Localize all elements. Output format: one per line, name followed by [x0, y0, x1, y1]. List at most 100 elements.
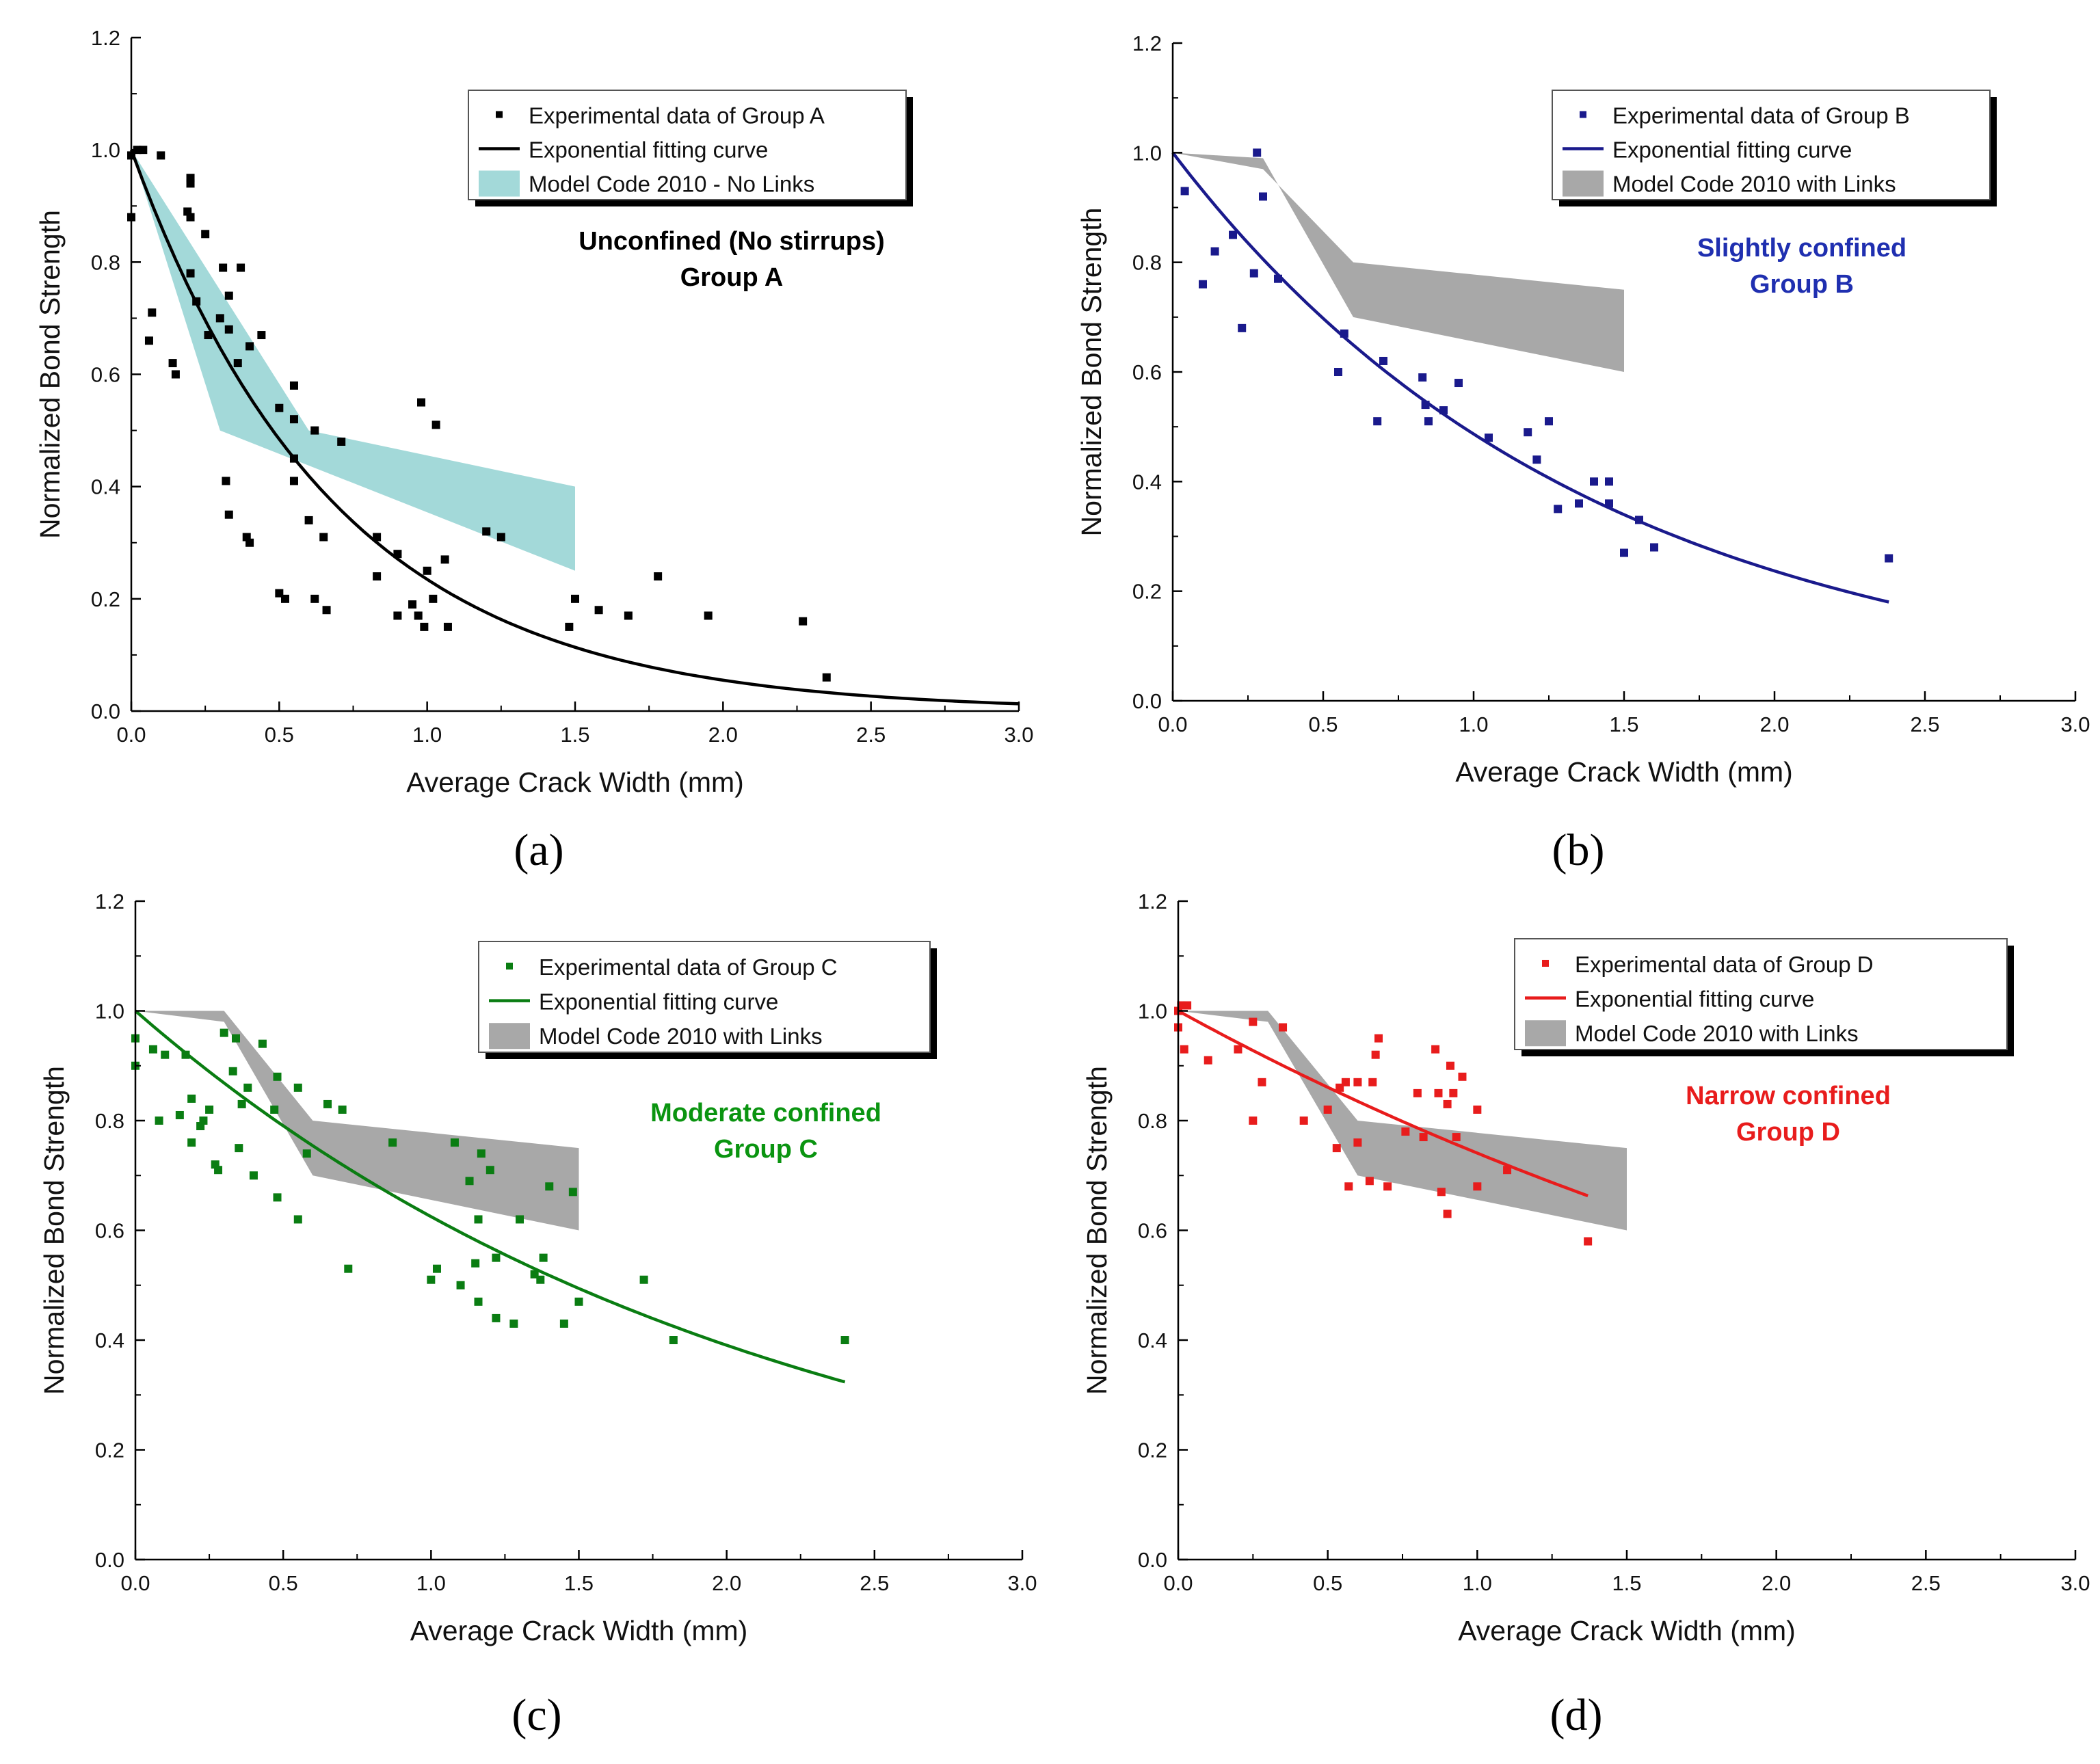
data-point [231, 1034, 240, 1043]
data-point [1180, 1045, 1188, 1054]
data-point [1234, 1045, 1242, 1054]
model-code-band [131, 150, 575, 571]
data-point [799, 617, 808, 626]
x-tick-label: 0.5 [1308, 712, 1338, 736]
data-point [1439, 406, 1448, 415]
data-point [373, 572, 382, 580]
data-point [840, 1336, 849, 1344]
y-tick-label: 0.0 [1138, 1548, 1167, 1572]
legend-entry: Exponential fitting curve [1575, 987, 1814, 1012]
x-tick-label: 3.0 [2060, 1571, 2090, 1595]
data-point [1575, 499, 1583, 508]
data-point [496, 533, 505, 542]
legend-entry: Exponential fitting curve [539, 989, 778, 1015]
data-point [1443, 1210, 1452, 1218]
data-point [273, 1072, 282, 1081]
y-tick-label: 0.2 [91, 587, 120, 611]
data-point [214, 1166, 223, 1175]
legend-entry: Model Code 2010 with Links [1575, 1021, 1859, 1046]
x-tick-label: 1.5 [1612, 1571, 1641, 1595]
data-point [1605, 499, 1613, 508]
data-point [289, 454, 298, 463]
x-tick-label: 2.5 [860, 1571, 889, 1595]
data-point [323, 1099, 332, 1108]
x-tick-label: 2.0 [1762, 1571, 1791, 1595]
legend-frame [1514, 938, 2008, 1050]
data-point [228, 1067, 237, 1075]
panel-annotation: Group B [1750, 270, 1854, 299]
x-tick-label: 1.5 [1609, 712, 1638, 736]
x-tick-label: 2.5 [856, 723, 886, 747]
legend-frame [1552, 90, 1991, 200]
data-point [161, 1050, 170, 1059]
data-point [482, 527, 491, 536]
data-point [1443, 1099, 1452, 1108]
data-point [289, 381, 298, 390]
y-tick-label: 0.8 [91, 250, 120, 274]
data-point [235, 1144, 243, 1153]
x-tick-label: 2.0 [708, 723, 738, 747]
data-point [1365, 1177, 1374, 1186]
data-point [1635, 516, 1643, 524]
y-tick-label: 0.6 [1132, 360, 1162, 384]
data-point [337, 438, 346, 446]
data-point [302, 1149, 311, 1158]
data-point [388, 1138, 397, 1147]
data-point [565, 622, 574, 631]
data-point [1249, 1017, 1258, 1026]
panel-label: (c) [511, 1690, 561, 1740]
data-point [293, 1083, 302, 1092]
x-axis-title: Average Crack Width (mm) [1458, 1615, 1796, 1646]
model-code-band [1173, 152, 1624, 373]
y-axis-title: Normalized Bond Strength [34, 210, 66, 539]
panel-annotation: Group D [1736, 1118, 1840, 1147]
data-point [393, 611, 402, 620]
legend: Experimental data of Group B Exponential … [1552, 90, 1997, 206]
data-point [1374, 1034, 1383, 1043]
data-point [545, 1182, 554, 1191]
data-point [427, 1275, 436, 1284]
data-point [338, 1105, 347, 1114]
data-point [237, 263, 245, 272]
data-point [1353, 1078, 1362, 1086]
panel-label: (d) [1550, 1690, 1603, 1740]
x-tick-label: 3.0 [2060, 712, 2090, 736]
y-tick-label: 0.4 [91, 475, 120, 499]
legend-entry: Experimental data of Group D [1575, 952, 1874, 977]
data-point [423, 566, 431, 575]
data-point [568, 1188, 577, 1197]
x-tick-label: 0.0 [1158, 712, 1187, 736]
y-axis-title: Normalized Bond Strength [1081, 1066, 1113, 1395]
data-point [1485, 433, 1493, 442]
data-point [474, 1297, 483, 1306]
legend-entry: Model Code 2010 with Links [539, 1024, 823, 1049]
data-point [1279, 1023, 1288, 1032]
data-point [477, 1149, 486, 1158]
data-point [1344, 1182, 1353, 1191]
data-point [1446, 1061, 1454, 1070]
data-point [1421, 401, 1430, 410]
data-point [1379, 356, 1387, 365]
data-point [1419, 1133, 1428, 1142]
data-point [201, 230, 210, 239]
data-point [393, 550, 402, 559]
y-tick-label: 0.0 [95, 1548, 124, 1572]
legend-marker-band [479, 170, 520, 197]
data-point [624, 611, 633, 620]
panel-annotation: Narrow confined [1686, 1082, 1891, 1110]
legend-entry: Experimental data of Group A [529, 103, 825, 129]
data-point [822, 673, 831, 682]
data-point [155, 1117, 163, 1125]
data-point [669, 1336, 678, 1344]
data-point [536, 1275, 545, 1284]
legend: Experimental data of Group A Exponential … [468, 90, 913, 206]
x-axis-title: Average Crack Width (mm) [410, 1615, 748, 1646]
y-tick-label: 0.6 [1138, 1219, 1167, 1243]
x-tick-label: 0.0 [1163, 1571, 1193, 1595]
data-point [704, 611, 713, 620]
data-point [181, 1050, 190, 1059]
data-point [222, 477, 230, 485]
chart-panel-b: 0.0 0.5 1.0 1.5 2.0 2.5 3.0 0.0 0.2 0.4 0.6 0.8 1.0 1… [1076, 31, 2090, 875]
data-point [257, 331, 266, 340]
